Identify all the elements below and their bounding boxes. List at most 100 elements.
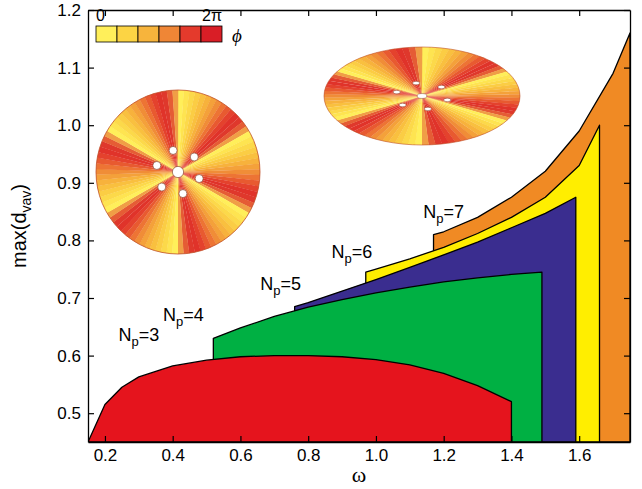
region-label: Np=6 (331, 242, 372, 266)
tick-mark (88, 183, 94, 184)
tick-label: 0.5 (57, 404, 81, 423)
axis-line (88, 11, 89, 443)
tick (511, 10, 512, 16)
disc-rim (324, 47, 520, 145)
colorbar-title: ϕ (232, 25, 242, 46)
tick-mark (308, 436, 309, 442)
disc-sector (172, 90, 178, 172)
region-label: Np=3 (119, 325, 160, 349)
colorbar-cell (117, 26, 138, 42)
disc-hole (438, 85, 445, 89)
disc-sector (408, 47, 422, 96)
tick (376, 10, 377, 16)
tick: 0.6 (57, 347, 94, 366)
tick: 1.0 (57, 116, 94, 135)
tick-label: 1.0 (365, 446, 389, 465)
tick-mark (624, 125, 630, 126)
xticks-axis: 0.2 0.4 0.6 0.8 1.0 1.2 1.4 1.6 (89, 436, 631, 465)
x-axis-title: ω (352, 462, 366, 487)
tick-mark (624, 413, 630, 414)
tick-mark (240, 10, 241, 16)
tick (624, 68, 630, 69)
disc-hole (399, 103, 406, 107)
disc-hole (444, 98, 451, 102)
tick (444, 10, 445, 16)
tick-mark (88, 413, 94, 414)
colorbar-tick-label: 0 (96, 7, 105, 24)
tick-mark (376, 436, 377, 442)
tick-label: 1.0 (57, 116, 81, 135)
tick-label: 0.8 (297, 446, 321, 465)
tick: 0.7 (57, 289, 94, 308)
xticks-axis (89, 10, 631, 16)
tick-label: 0.2 (94, 446, 118, 465)
region-label: Np=7 (423, 202, 464, 226)
tick (624, 413, 630, 414)
disc-hole (158, 183, 166, 191)
areas (88, 33, 630, 442)
disc-sector (415, 47, 422, 96)
colorbar-cell (96, 26, 117, 42)
colorbar-tick-label: 2π (202, 7, 222, 24)
disc-hole (153, 161, 161, 169)
tick-label: 1.6 (568, 446, 592, 465)
tick (624, 10, 630, 11)
tick-mark (88, 125, 94, 126)
tick (624, 240, 630, 241)
tick-mark (88, 298, 94, 299)
disc-sector (422, 96, 436, 145)
tick-mark (579, 436, 580, 442)
disc-sector (178, 172, 184, 254)
tick-mark (88, 10, 94, 11)
tick-mark (579, 10, 580, 16)
axis-line (630, 11, 631, 443)
tick: 1.2 (432, 436, 456, 465)
tick-mark (511, 436, 512, 442)
tick-label: 0.7 (57, 289, 81, 308)
disc-sector (167, 90, 178, 172)
tick: 0.6 (229, 436, 253, 465)
plot-background (88, 10, 630, 442)
tick-label: 0.8 (57, 231, 81, 250)
tick-mark (511, 10, 512, 16)
tick-label: 1.2 (57, 1, 81, 20)
tick: 1.1 (57, 59, 94, 78)
tick (624, 356, 630, 357)
tick: 0.2 (94, 436, 118, 465)
tick (624, 183, 630, 184)
disc-sector (422, 96, 429, 145)
tick (308, 10, 309, 16)
tick-label: 0.9 (57, 174, 81, 193)
tick: 0.4 (161, 436, 185, 465)
tick-mark (105, 10, 106, 16)
tick-mark (444, 10, 445, 16)
tick-mark (444, 436, 445, 442)
tick-mark (624, 10, 630, 11)
phase-region (88, 356, 511, 442)
disc-sector (178, 172, 195, 253)
tick: 1.4 (500, 436, 524, 465)
region-label: Np=4 (163, 305, 204, 329)
tick-label: 0.6 (229, 446, 253, 465)
disc-hole (179, 190, 187, 198)
disc-inset (324, 47, 520, 145)
yticks-axis (624, 11, 631, 443)
tick-label: 1.4 (500, 446, 524, 465)
tick: 0.5 (57, 404, 94, 423)
tick-mark (88, 356, 94, 357)
colorbar-cell (138, 26, 159, 42)
tick (105, 10, 106, 16)
disc-inset (96, 90, 260, 254)
tick-label: 0.4 (161, 446, 185, 465)
tick (173, 10, 174, 16)
tick-mark (240, 436, 241, 442)
colorbar: 0 2π ϕ (96, 7, 242, 46)
tick: 1.6 (568, 436, 592, 465)
tick-mark (173, 436, 174, 442)
tick-mark (105, 436, 106, 442)
tick-mark (624, 356, 630, 357)
tick (624, 298, 630, 299)
tick-mark (624, 183, 630, 184)
disc-hole (424, 107, 431, 111)
disc-sector (402, 47, 422, 96)
